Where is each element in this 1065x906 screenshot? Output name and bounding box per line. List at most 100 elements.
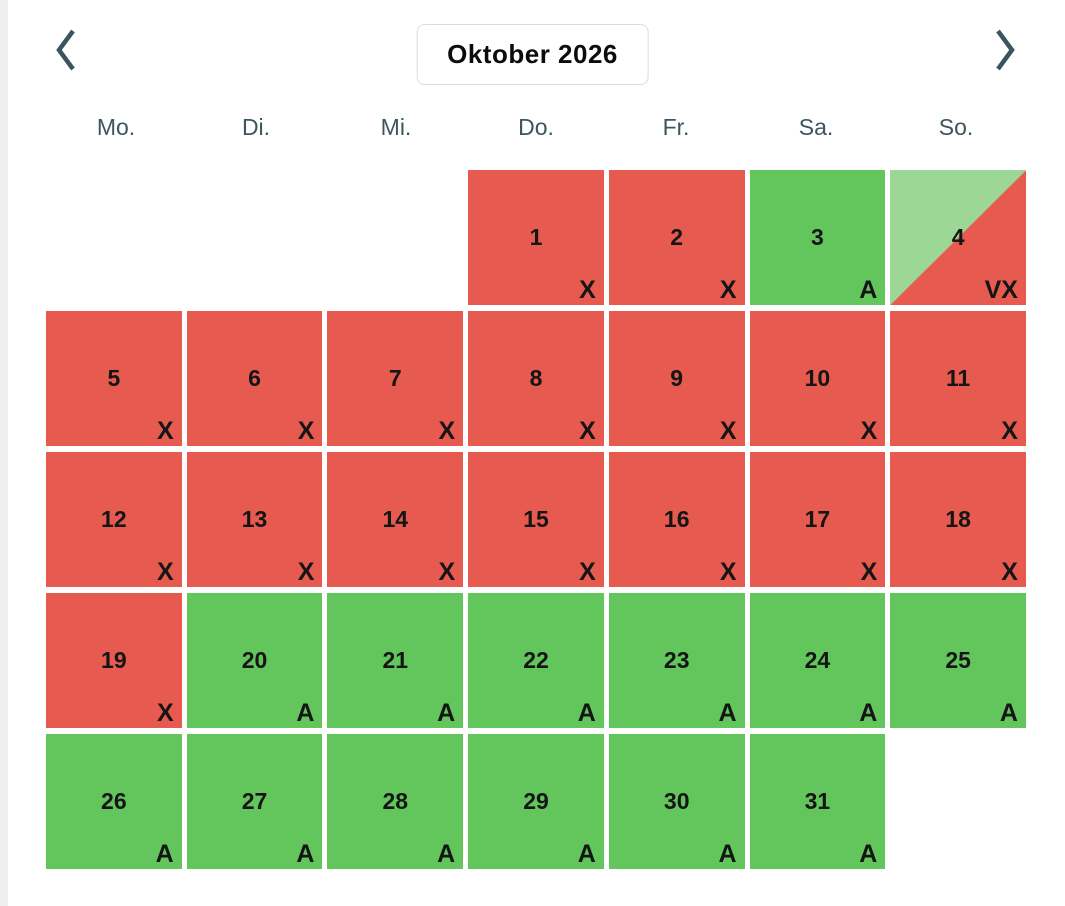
- day-status-label: X: [579, 416, 596, 445]
- empty-cell: [46, 170, 182, 305]
- day-status-label: A: [859, 698, 878, 727]
- day-number: 2: [670, 223, 684, 250]
- day-status-label: VX: [984, 275, 1018, 304]
- day-cell-21[interactable]: 21 A: [327, 593, 464, 728]
- day-cell-26[interactable]: 26 A: [46, 734, 182, 869]
- day-status-label: A: [296, 698, 315, 727]
- day-cell-19[interactable]: 19 X: [46, 593, 182, 728]
- day-cell-17[interactable]: 17 X: [749, 452, 886, 587]
- day-status-label: A: [296, 839, 315, 868]
- day-status-label: X: [860, 416, 878, 445]
- weekday-label-sa: Sa.: [798, 114, 834, 140]
- day-cell-30[interactable]: 30 A: [608, 734, 745, 869]
- day-number: 6: [248, 364, 261, 391]
- day-status-label: A: [437, 698, 456, 727]
- day-status-label: X: [438, 557, 456, 586]
- chevron-right-icon: [992, 28, 1018, 72]
- day-number: 21: [382, 646, 409, 673]
- day-status-label: A: [437, 839, 456, 868]
- day-number: 7: [388, 364, 402, 391]
- day-number: 4: [951, 223, 965, 250]
- day-number: 31: [804, 787, 831, 814]
- day-status-label: X: [579, 275, 596, 304]
- day-status-label: X: [1001, 557, 1018, 586]
- day-cell-25[interactable]: 25 A: [890, 593, 1026, 728]
- day-cell-15[interactable]: 15 X: [468, 452, 604, 587]
- day-cell-4[interactable]: 4 VX: [890, 170, 1026, 305]
- day-cell-16[interactable]: 16 X: [608, 452, 745, 587]
- day-cell-20[interactable]: 20 A: [186, 593, 323, 728]
- day-number: 17: [804, 505, 831, 532]
- chevron-left-icon: [53, 28, 79, 72]
- day-number: 27: [241, 787, 268, 814]
- day-number: 22: [523, 646, 549, 673]
- day-number: 19: [101, 646, 127, 673]
- calendar-header: Oktober 2026: [0, 0, 1065, 105]
- day-status-label: A: [718, 839, 737, 868]
- day-status-label: X: [719, 557, 737, 586]
- weekday-label-fr: Fr.: [662, 114, 690, 140]
- day-status-label: A: [718, 698, 737, 727]
- empty-cell: [327, 170, 463, 305]
- day-number: 9: [670, 364, 684, 391]
- day-status-label: X: [1001, 416, 1018, 445]
- day-cell-13[interactable]: 13 X: [186, 452, 323, 587]
- day-number: 24: [804, 646, 831, 673]
- calendar-grid: 1 X 2 X 3 A 4 VX 5 X 6 X 7 X 8 X 9 X 10 X 11 X 12 X 13 X 14 X 15 X 16 X…: [46, 170, 1026, 869]
- day-cell-11[interactable]: 11 X: [890, 311, 1026, 446]
- empty-cell: [187, 170, 323, 305]
- day-number: 23: [663, 646, 690, 673]
- day-status-label: X: [438, 416, 456, 445]
- day-status-label: A: [577, 698, 596, 727]
- day-status-label: X: [297, 416, 315, 445]
- day-status-label: A: [859, 839, 878, 868]
- day-status-label: X: [719, 275, 737, 304]
- day-number: 20: [241, 646, 268, 673]
- day-number: 18: [945, 505, 971, 532]
- day-cell-27[interactable]: 27 A: [186, 734, 323, 869]
- day-status-label: X: [157, 416, 174, 445]
- day-cell-31[interactable]: 31 A: [749, 734, 886, 869]
- day-status-label: X: [719, 416, 737, 445]
- day-number: 14: [382, 505, 409, 532]
- day-cell-28[interactable]: 28 A: [327, 734, 464, 869]
- next-month-button[interactable]: [975, 20, 1035, 80]
- day-status-label: X: [297, 557, 315, 586]
- month-title[interactable]: Oktober 2026: [416, 24, 649, 85]
- day-status-label: X: [579, 557, 596, 586]
- day-number: 8: [529, 364, 543, 391]
- day-number: 12: [101, 505, 127, 532]
- day-cell-18[interactable]: 18 X: [890, 452, 1026, 587]
- day-cell-12[interactable]: 12 X: [46, 452, 182, 587]
- weekday-label-di: Di.: [241, 114, 271, 140]
- day-cell-22[interactable]: 22 A: [468, 593, 604, 728]
- day-status-label: X: [157, 557, 174, 586]
- day-number: 10: [804, 364, 831, 391]
- weekday-header-row: Mo. Di. Mi. Do. Fr. Sa. So.: [46, 112, 1026, 142]
- day-status-label: A: [577, 839, 596, 868]
- weekday-label-mi: Mi.: [380, 114, 412, 140]
- day-number: 1: [529, 223, 543, 250]
- day-cell-23[interactable]: 23 A: [608, 593, 745, 728]
- weekday-label-mo: Mo.: [96, 114, 136, 140]
- day-cell-24[interactable]: 24 A: [749, 593, 886, 728]
- day-cell-10[interactable]: 10 X: [749, 311, 886, 446]
- page-left-edge-strip: [0, 0, 8, 906]
- day-number: 3: [811, 223, 824, 250]
- day-cell-14[interactable]: 14 X: [327, 452, 464, 587]
- weekday-label-do: Do.: [518, 114, 554, 140]
- day-number: 29: [523, 787, 549, 814]
- day-number: 30: [663, 787, 690, 814]
- day-number: 16: [663, 505, 690, 532]
- previous-month-button[interactable]: [36, 20, 96, 80]
- day-cell-29[interactable]: 29 A: [468, 734, 604, 869]
- weekday-label-so: So.: [938, 114, 974, 140]
